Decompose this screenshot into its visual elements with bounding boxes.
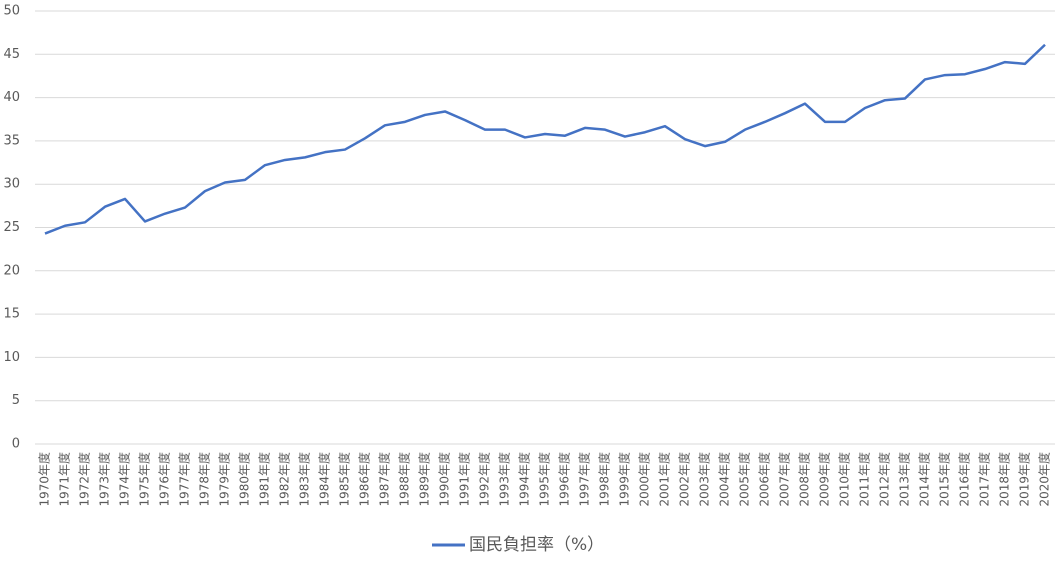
x-tick-label: 1996年度 bbox=[557, 452, 572, 507]
x-tick-label: 1974年度 bbox=[117, 452, 132, 507]
x-tick-label: 2011年度 bbox=[857, 452, 872, 507]
x-tick-label: 1993年度 bbox=[497, 452, 512, 507]
y-tick-label: 45 bbox=[3, 47, 20, 62]
x-tick-label: 2012年度 bbox=[877, 452, 892, 507]
x-tick-label: 2013年度 bbox=[897, 452, 912, 507]
x-tick-label: 2017年度 bbox=[977, 452, 992, 507]
x-tick-label: 1987年度 bbox=[377, 452, 392, 507]
x-tick-label: 2009年度 bbox=[817, 452, 832, 507]
y-tick-label: 10 bbox=[3, 350, 20, 365]
data-line bbox=[44, 43, 1046, 235]
x-tick-label: 2019年度 bbox=[1017, 452, 1032, 507]
x-tick-label: 1990年度 bbox=[437, 452, 452, 507]
x-tick-label: 1989年度 bbox=[417, 452, 432, 507]
x-tick-label: 1980年度 bbox=[237, 452, 252, 507]
x-tick-label: 1986年度 bbox=[357, 452, 372, 507]
x-tick-label: 1997年度 bbox=[577, 452, 592, 507]
x-tick-label: 2000年度 bbox=[637, 452, 652, 507]
x-tick-label: 1979年度 bbox=[217, 452, 232, 507]
x-tick-label: 1999年度 bbox=[617, 452, 632, 507]
x-tick-label: 2014年度 bbox=[917, 452, 932, 507]
x-tick-label: 2007年度 bbox=[777, 452, 792, 507]
x-tick-label: 1970年度 bbox=[37, 452, 52, 507]
x-tick-label: 2008年度 bbox=[797, 452, 812, 507]
x-tick-label: 1973年度 bbox=[97, 452, 112, 507]
x-tick-label: 1977年度 bbox=[177, 452, 192, 507]
x-tick-label: 2010年度 bbox=[837, 452, 852, 507]
x-tick-label: 2016年度 bbox=[957, 452, 972, 507]
x-tick-label: 2002年度 bbox=[677, 452, 692, 507]
x-tick-label: 1995年度 bbox=[537, 452, 552, 507]
x-tick-label: 1971年度 bbox=[57, 452, 72, 507]
y-tick-label: 0 bbox=[12, 437, 20, 452]
x-tick-label: 2015年度 bbox=[937, 452, 952, 507]
y-tick-label: 40 bbox=[3, 90, 20, 105]
x-tick-label: 1991年度 bbox=[457, 452, 472, 507]
x-tick-label: 1972年度 bbox=[77, 452, 92, 507]
y-tick-label: 5 bbox=[12, 393, 20, 408]
y-tick-label: 25 bbox=[3, 220, 20, 235]
x-tick-label: 1981年度 bbox=[257, 452, 272, 507]
x-tick-label: 2001年度 bbox=[657, 452, 672, 507]
x-tick-label: 2003年度 bbox=[697, 452, 712, 507]
x-tick-label: 2005年度 bbox=[737, 452, 752, 507]
x-tick-label: 1978年度 bbox=[197, 452, 212, 507]
x-tick-label: 2006年度 bbox=[757, 452, 772, 507]
x-tick-label: 1985年度 bbox=[337, 452, 352, 507]
x-tick-label: 1984年度 bbox=[317, 452, 332, 507]
x-tick-label: 1982年度 bbox=[277, 452, 292, 507]
y-tick-label: 30 bbox=[3, 177, 20, 192]
x-tick-label: 1975年度 bbox=[137, 452, 152, 507]
y-tick-label: 35 bbox=[3, 133, 20, 148]
x-tick-label: 1998年度 bbox=[597, 452, 612, 507]
legend-label: 国民負担率（%） bbox=[469, 535, 604, 555]
y-tick-label: 15 bbox=[3, 307, 20, 322]
x-tick-label: 2018年度 bbox=[997, 452, 1012, 507]
x-tick-label: 1988年度 bbox=[397, 452, 412, 507]
x-tick-label: 2020年度 bbox=[1037, 452, 1052, 507]
x-tick-label: 1992年度 bbox=[477, 452, 492, 507]
x-tick-label: 2004年度 bbox=[717, 452, 732, 507]
y-tick-label: 50 bbox=[3, 4, 20, 19]
x-tick-label: 1976年度 bbox=[157, 452, 172, 507]
y-tick-label: 20 bbox=[3, 263, 20, 278]
x-tick-label: 1983年度 bbox=[297, 452, 312, 507]
x-tick-label: 1994年度 bbox=[517, 452, 532, 507]
